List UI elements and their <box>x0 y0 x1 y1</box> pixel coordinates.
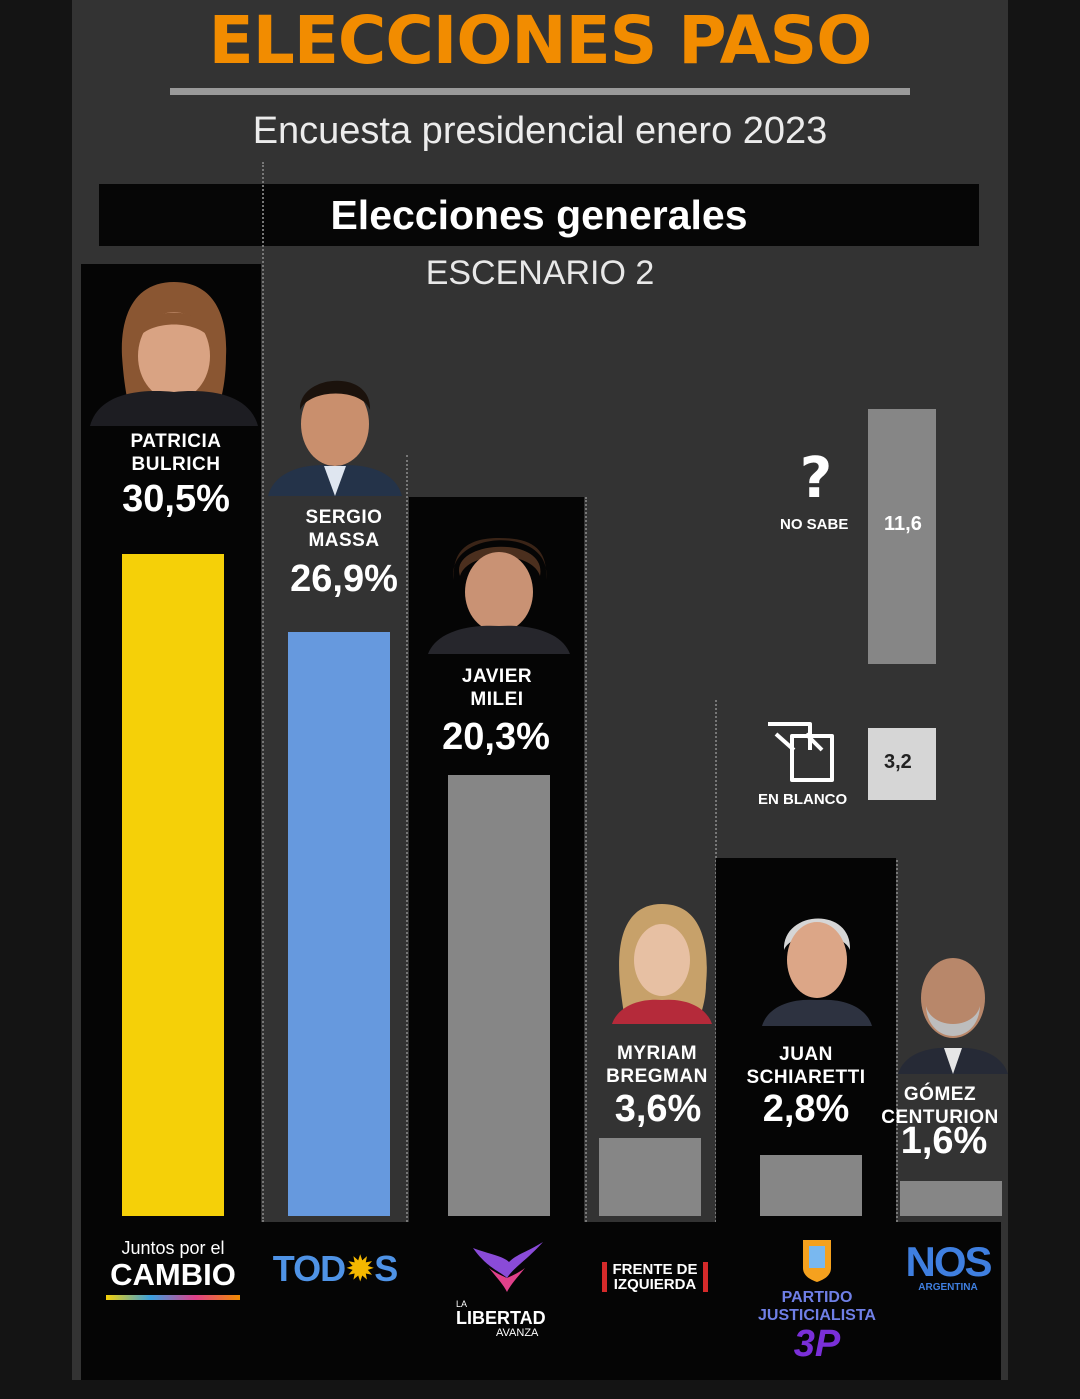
column-divider <box>896 860 898 1222</box>
page-title: ELECCIONES PASO <box>208 2 873 79</box>
logo-nos-argentina: NOS ARGENTINA <box>905 1238 992 1293</box>
section-banner: Elecciones generales <box>99 184 979 246</box>
gomez-centurion-photo <box>898 958 1008 1074</box>
bar-no-sabe <box>868 408 936 664</box>
bar-gomez-centurion <box>900 1181 1002 1216</box>
en-blanco-label: EN BLANCO <box>758 791 848 808</box>
scenario-label: ESCENARIO 2 <box>425 254 655 292</box>
bregman-photo <box>612 904 712 1024</box>
data-label-gomez-centurion: 1,6% <box>900 1120 988 1162</box>
en-blanco-value: 3,2 <box>884 751 912 773</box>
candidate-name-gomez-centurion: GÓMEZ CENTURION <box>881 1084 999 1128</box>
data-label-bregman: 3,6% <box>614 1088 702 1130</box>
ballot-box-icon <box>768 722 834 782</box>
data-label-bulrich: 30,5% <box>122 478 230 520</box>
candidate-name-schiaretti: JUAN SCHIARETTI <box>746 1044 866 1088</box>
party-logos-strip <box>81 1222 1001 1380</box>
logo-frente-de-izquierda: FRENTE DE IZQUIERDA <box>602 1262 708 1292</box>
schiaretti-photo <box>762 918 872 1026</box>
candidate-name-bregman: MYRIAM BREGMAN <box>606 1043 708 1087</box>
data-label-milei: 20,3% <box>442 716 550 758</box>
section-title: Elecciones generales <box>330 191 748 238</box>
logo-juntos-por-el-cambio: Juntos por el CAMBIO <box>98 1238 248 1300</box>
bar-schiaretti <box>760 1155 862 1216</box>
eagle-icon <box>473 1242 543 1292</box>
no-sabe-value: 11,6 <box>884 513 922 535</box>
pj-shield-icon <box>803 1240 831 1282</box>
candidate-name-bulrich: PATRICIA BULRICH <box>130 431 222 475</box>
logo-la-libertad-avanza: LA LIBERTAD AVANZA <box>442 1238 572 1339</box>
data-label-massa: 26,9% <box>290 558 398 600</box>
bar-bulrich <box>122 554 224 1216</box>
massa-photo <box>268 380 402 496</box>
bar-massa <box>288 632 390 1216</box>
column-divider <box>406 455 408 1222</box>
milei-photo <box>428 538 570 654</box>
question-mark-icon: ? <box>799 446 833 511</box>
candidate-name-milei: JAVIER MILEI <box>461 666 533 710</box>
bar-bregman <box>599 1137 701 1216</box>
column-divider <box>262 162 264 1222</box>
bulrich-photo <box>90 282 258 426</box>
column-divider <box>585 497 587 1222</box>
logo-todos: TOD✹S <box>272 1248 399 1289</box>
page-subtitle: Encuesta presidencial enero 2023 <box>252 110 828 152</box>
title-divider <box>170 88 910 95</box>
infographic: ELECCIONES PASO Encuesta presidencial en… <box>72 0 1008 1380</box>
bar-milei <box>448 775 550 1216</box>
data-label-schiaretti: 2,8% <box>762 1088 850 1130</box>
bar-en-blanco <box>868 728 936 800</box>
logo-partido-justicialista: PARTIDO JUSTICIALISTA 3P <box>742 1238 892 1366</box>
no-sabe-label: NO SABE <box>780 516 849 533</box>
sun-icon: ✹ <box>345 1248 375 1289</box>
candidate-name-massa: SERGIO MASSA <box>305 507 383 551</box>
